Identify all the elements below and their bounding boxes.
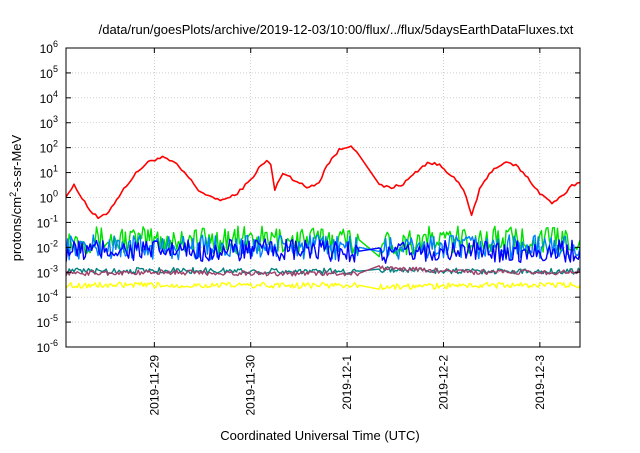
y-tick-label: 106: [40, 39, 58, 56]
y-tick-label: 10-2: [37, 238, 58, 255]
y-tick-label: 104: [40, 89, 58, 106]
y-label-prefix: protons/cm: [9, 197, 24, 261]
y-tick-label: 10-6: [37, 338, 58, 355]
series-line-1: [66, 225, 580, 258]
x-tick-label: 2019-11-29: [147, 355, 161, 416]
y-tick-label: 105: [40, 64, 58, 81]
y-tick-label: 10-5: [37, 313, 58, 330]
series-line-4: [66, 281, 580, 291]
series-line-3: [66, 238, 580, 264]
chart-title: /data/run/goesPlots/archive/2019-12-03/1…: [99, 22, 574, 37]
y-tick-label: 10-4: [37, 288, 58, 305]
x-tick-label: 2019-12-1: [340, 355, 354, 410]
y-tick-label: 10-1: [37, 213, 58, 230]
y-axis-label: protons/cm2-s-sr-MeV: [8, 134, 24, 261]
series-line-6: [66, 265, 580, 277]
grid-lines: [66, 48, 580, 347]
x-tick-label: 2019-11-30: [244, 355, 258, 416]
y-label-suffix: -s-sr-MeV: [9, 134, 24, 191]
x-axis-label: Coordinated Universal Time (UTC): [220, 428, 419, 443]
x-tick-label: 2019-12-2: [436, 355, 450, 410]
y-label-sup: 2: [8, 192, 18, 197]
series-line-2: [66, 234, 580, 261]
y-tick-label: 103: [40, 114, 58, 131]
y-tick-label: 101: [40, 164, 58, 181]
y-tick-label: 10-3: [37, 263, 58, 280]
series-line-0: [66, 145, 580, 220]
y-tick-label: 100: [40, 189, 58, 206]
y-tick-label: 102: [40, 139, 58, 156]
axes: 10-6 10-5 10-4 10-3 10-2 10-1 100 101 102 103 104 1…: [37, 39, 580, 416]
x-tick-label: 2019-12-3: [533, 355, 547, 410]
series-layer: [66, 145, 580, 291]
